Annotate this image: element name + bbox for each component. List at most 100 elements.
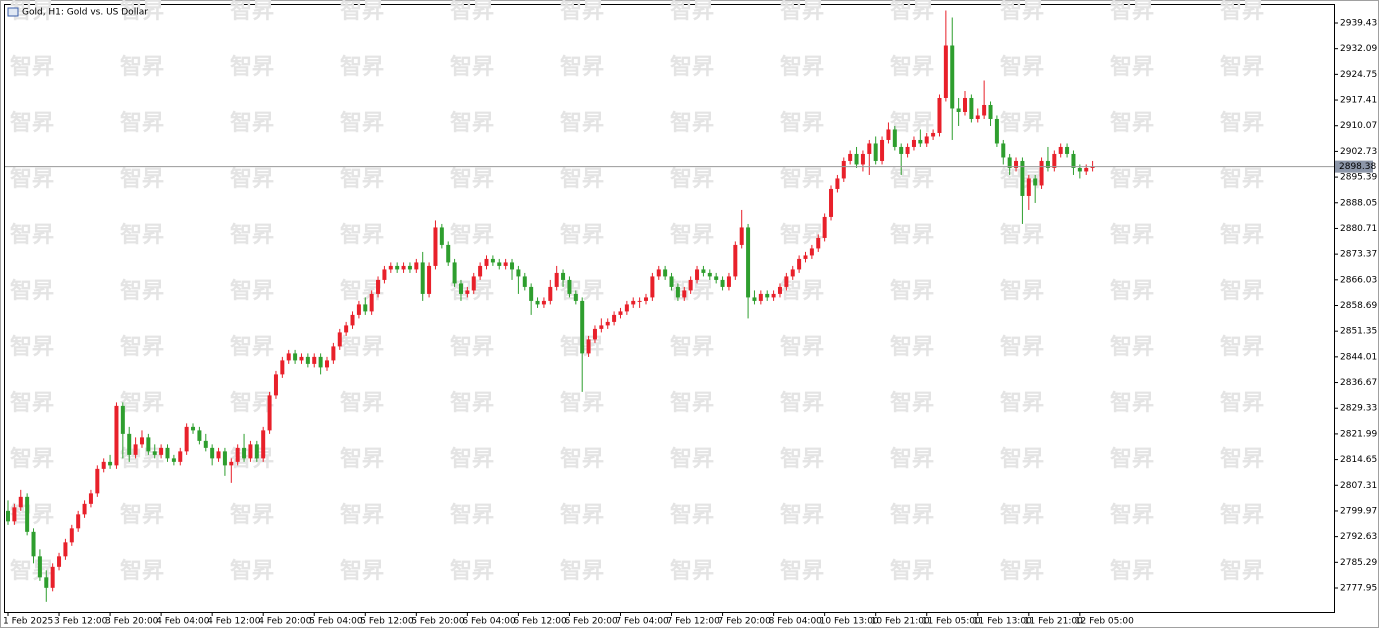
x-tick-label: 7 Feb 04:00 <box>615 617 669 627</box>
candle-body <box>139 437 144 445</box>
x-tick-label: 7 Feb 12:00 <box>667 617 721 627</box>
candle-body <box>254 444 259 459</box>
watermark: 智昇 <box>230 166 274 192</box>
watermark: 智昇 <box>890 54 934 80</box>
watermark: 智昇 <box>120 54 164 80</box>
candle-body <box>650 276 655 298</box>
watermark: 智昇 <box>450 222 494 248</box>
candle-body <box>899 146 904 154</box>
watermark: 智昇 <box>230 334 274 360</box>
y-tick-label: 2836.67 <box>1340 378 1377 388</box>
candle-body <box>127 433 132 455</box>
watermark: 智昇 <box>1220 54 1264 80</box>
candle-body <box>1045 160 1050 168</box>
watermark: 智昇 <box>670 166 714 192</box>
candle-body <box>101 461 106 469</box>
watermark: 智昇 <box>450 446 494 472</box>
watermark: 智昇 <box>1000 558 1044 584</box>
candle-body <box>235 447 240 462</box>
candle-body <box>1090 166 1095 168</box>
candle-body <box>478 265 483 277</box>
watermark: 智昇 <box>780 558 824 584</box>
candle-body <box>267 395 272 431</box>
watermark: 智昇 <box>560 558 604 584</box>
watermark: 智昇 <box>10 446 54 472</box>
candle-body <box>943 45 948 98</box>
candle-body <box>1039 160 1044 186</box>
candle-body <box>452 262 457 284</box>
candle-body <box>6 510 10 522</box>
x-tick-label: 7 Feb 20:00 <box>718 617 772 627</box>
x-tick-label: 8 Feb 04:00 <box>769 617 823 627</box>
candle-body <box>586 339 591 354</box>
candle-body <box>273 374 278 396</box>
watermark: 智昇 <box>10 334 54 360</box>
candle-body <box>720 279 725 287</box>
watermark: 智昇 <box>780 502 824 528</box>
y-tick-label: 2844.01 <box>1340 352 1377 362</box>
watermark: 智昇 <box>780 110 824 136</box>
watermark: 智昇 <box>230 278 274 304</box>
watermark: 智昇 <box>1220 222 1264 248</box>
candle-body <box>191 426 196 431</box>
candle-body <box>407 265 412 270</box>
watermark: 智昇 <box>450 334 494 360</box>
watermark: 智昇 <box>340 334 384 360</box>
y-tick-label: 2851.35 <box>1340 327 1377 337</box>
chart-icon <box>7 7 19 17</box>
candle-body <box>848 153 853 161</box>
candle-body <box>829 188 834 217</box>
candle-body <box>171 458 176 462</box>
y-tick-label: 2910.07 <box>1340 121 1377 131</box>
watermark: 智昇 <box>670 222 714 248</box>
candle-body <box>918 139 923 144</box>
watermark: 智昇 <box>1220 110 1264 136</box>
watermark: 智昇 <box>670 558 714 584</box>
candle-body <box>580 300 585 354</box>
candle-body <box>337 332 342 347</box>
watermark: 智昇 <box>560 446 604 472</box>
watermark: 智昇 <box>120 390 164 416</box>
candle-body <box>911 139 916 147</box>
candle-body <box>471 276 476 291</box>
candle-body <box>669 276 674 287</box>
candle-body <box>644 297 648 301</box>
watermark: 智昇 <box>450 558 494 584</box>
candle-body <box>535 300 540 305</box>
x-tick-label: 11 Feb 21:00 <box>1024 617 1083 627</box>
candle-body <box>746 227 751 298</box>
watermark: 智昇 <box>890 390 934 416</box>
watermark: 智昇 <box>890 166 934 192</box>
x-tick-label: 6 Feb 04:00 <box>462 617 516 627</box>
candle-body <box>31 531 36 557</box>
watermark: 智昇 <box>1110 110 1154 136</box>
candle-body <box>854 153 859 165</box>
candle-body <box>1065 146 1070 154</box>
watermark: 智昇 <box>890 110 934 136</box>
plot-frame <box>4 4 1335 613</box>
candle-body <box>203 440 208 448</box>
y-tick-label: 2866.03 <box>1340 275 1377 285</box>
y-tick-label: 2785.29 <box>1340 558 1377 568</box>
candle-body <box>873 143 878 161</box>
watermark: 智昇 <box>1000 110 1044 136</box>
x-tick-label: 4 Feb 04:00 <box>156 617 210 627</box>
watermark: 智昇 <box>780 166 824 192</box>
candle-body <box>624 304 629 312</box>
watermark: 智昇 <box>560 0 604 24</box>
candle-body <box>414 262 419 270</box>
watermark: 智昇 <box>450 0 494 24</box>
watermark: 智昇 <box>10 222 54 248</box>
candle-body <box>510 262 515 270</box>
watermark: 智昇 <box>670 446 714 472</box>
candle-body <box>758 293 763 301</box>
candle-body <box>490 258 495 263</box>
last-price-tag <box>1335 160 1373 173</box>
watermark: 智昇 <box>1000 390 1044 416</box>
candle-body <box>299 356 304 361</box>
watermark: 智昇 <box>230 54 274 80</box>
watermark: 智昇 <box>120 110 164 136</box>
candle-body <box>114 405 119 466</box>
candle-body <box>1071 153 1076 168</box>
candle-body <box>159 447 164 455</box>
